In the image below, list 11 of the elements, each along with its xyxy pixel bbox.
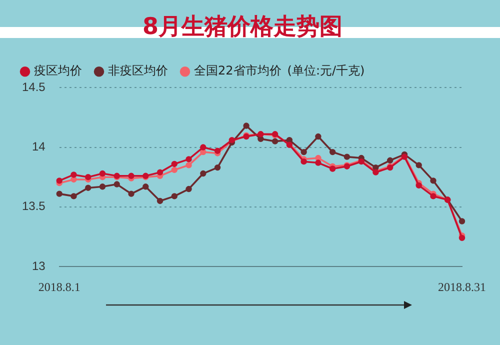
legend-label: 非疫区均价: [108, 64, 168, 78]
legend-label: 疫区均价: [34, 64, 82, 78]
y-axis-title: (单位:元/千克): [287, 64, 365, 78]
y-tick-label: 14.5: [22, 80, 46, 94]
y-tick-label: 14: [32, 140, 46, 154]
legend-label: 全国22省市均价: [194, 64, 282, 78]
x-tick-label: 2018.8.31: [438, 280, 486, 294]
y-tick-label: 13: [32, 258, 46, 273]
chart-title: 8月生猪价格走势图: [142, 14, 343, 40]
x-tick-label: 2018.8.1: [38, 280, 80, 294]
y-tick-label: 13.5: [22, 199, 46, 214]
